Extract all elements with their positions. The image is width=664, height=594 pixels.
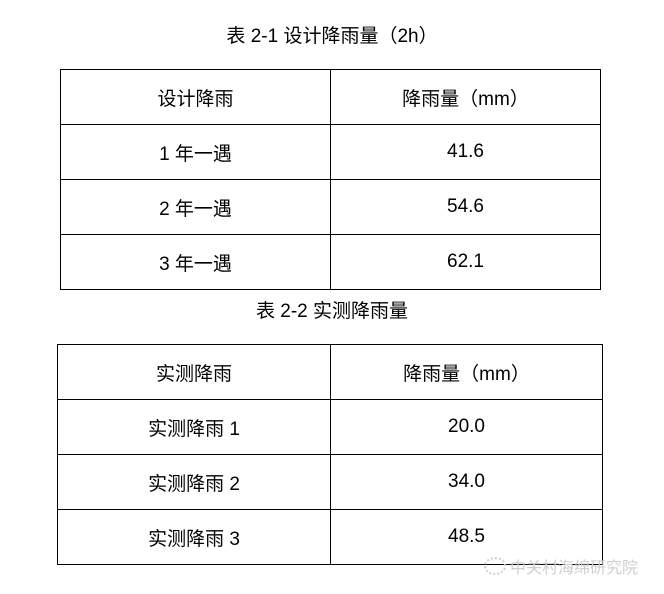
cell: 3 年一遇 <box>60 234 331 290</box>
header-cell: 降雨量（mm） <box>330 69 601 125</box>
cell: 62.1 <box>330 234 601 290</box>
cell: 1 年一遇 <box>60 124 331 180</box>
table-header-row: 实测降雨 降雨量（mm） <box>57 344 603 400</box>
table-row: 实测降雨 3 48.5 <box>57 509 603 565</box>
watermark: 中关村海绵研究院 <box>484 554 638 578</box>
table-row: 3 年一遇 62.1 <box>60 234 601 290</box>
table-row: 2 年一遇 54.6 <box>60 179 601 235</box>
cell: 实测降雨 1 <box>57 399 331 455</box>
cell: 41.6 <box>330 124 601 180</box>
header-cell: 实测降雨 <box>57 344 331 400</box>
table-row: 实测降雨 1 20.0 <box>57 399 603 455</box>
header-cell: 设计降雨 <box>60 69 331 125</box>
cell: 34.0 <box>330 454 603 510</box>
wechat-icon <box>484 557 506 575</box>
cell: 20.0 <box>330 399 603 455</box>
measured-rainfall-table: 实测降雨 降雨量（mm） 实测降雨 1 20.0 实测降雨 2 34.0 实测降… <box>57 344 603 565</box>
cell: 实测降雨 2 <box>57 454 331 510</box>
table-header-row: 设计降雨 降雨量（mm） <box>60 69 601 125</box>
table2-title: 表 2-2 实测降雨量 <box>255 301 409 322</box>
cell: 54.6 <box>330 179 601 235</box>
watermark-text: 中关村海绵研究院 <box>510 560 639 577</box>
table1-title: 表 2-1 设计降雨量（2h） <box>226 26 438 47</box>
table-row: 实测降雨 2 34.0 <box>57 454 603 510</box>
cell: 实测降雨 3 <box>57 509 331 565</box>
header-cell: 降雨量（mm） <box>330 344 603 400</box>
design-rainfall-table: 设计降雨 降雨量（mm） 1 年一遇 41.6 2 年一遇 54.6 3 年一遇… <box>60 69 601 290</box>
table-row: 1 年一遇 41.6 <box>60 124 601 180</box>
cell: 2 年一遇 <box>60 179 331 235</box>
cell: 48.5 <box>330 509 603 565</box>
